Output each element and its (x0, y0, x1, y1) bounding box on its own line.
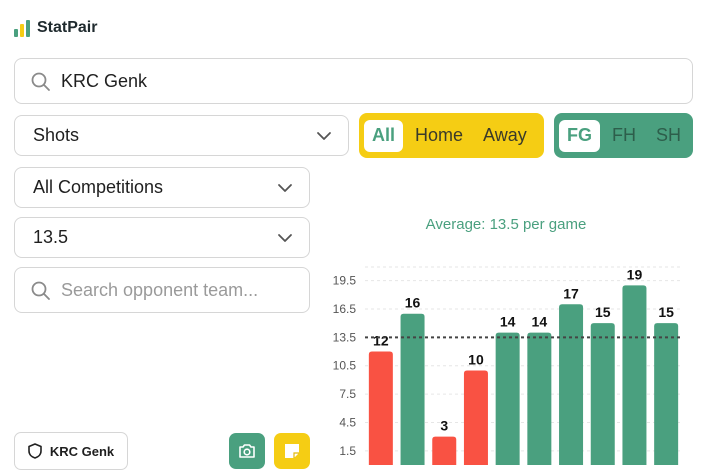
bar-chart-logo-icon (14, 19, 31, 37)
bar[interactable] (527, 332, 552, 465)
search-icon (31, 72, 50, 91)
line-select[interactable]: 13.5 (14, 217, 310, 258)
bar[interactable] (590, 323, 615, 465)
venue-option-away[interactable]: Away (483, 125, 527, 145)
sticky-note-icon (285, 444, 299, 458)
bar[interactable] (495, 332, 520, 465)
period-option-fh[interactable]: FH (612, 125, 636, 145)
bar[interactable] (432, 436, 457, 465)
bar-value-label: 14 (532, 314, 548, 330)
bar[interactable] (400, 313, 425, 465)
bar[interactable] (654, 323, 679, 465)
bar-value-label: 12 (373, 333, 389, 349)
period-option-fg[interactable]: FG (559, 119, 600, 152)
shield-icon (28, 443, 42, 459)
competition-select[interactable]: All Competitions (14, 167, 310, 208)
y-tick-label: 10.5 (333, 359, 357, 373)
app-name: StatPair (37, 19, 98, 36)
period-option-sh[interactable]: SH (656, 125, 682, 145)
team-search-value: KRC Genk (61, 70, 148, 91)
bar-value-label: 19 (627, 266, 643, 282)
y-tick-label: 1.5 (339, 444, 356, 458)
team-search-input[interactable]: KRC Genk (14, 58, 693, 104)
stat-select[interactable]: Shots (14, 115, 349, 156)
camera-icon (239, 444, 255, 458)
competition-select-value: All Competitions (33, 177, 164, 197)
bar-value-label: 15 (658, 304, 674, 320)
bar[interactable] (368, 351, 393, 465)
bar-value-label: 17 (563, 285, 579, 301)
bar[interactable] (622, 285, 647, 465)
bar[interactable] (559, 304, 584, 465)
chart-title: Average: 13.5 per game (425, 216, 587, 233)
y-tick-label: 7.5 (339, 387, 356, 401)
bar-value-label: 16 (405, 295, 421, 311)
chevron-down-icon (278, 233, 292, 242)
venue-option-all[interactable]: All (364, 119, 404, 152)
opponent-search-placeholder: Search opponent team... (61, 279, 259, 300)
line-select-value: 13.5 (33, 227, 69, 247)
stat-select-value: Shots (33, 125, 80, 145)
team-chip-label: KRC Genk (49, 443, 115, 459)
y-tick-label: 4.5 (339, 415, 356, 429)
y-tick-label: 13.5 (333, 330, 357, 344)
bar[interactable] (463, 370, 488, 465)
notes-button[interactable] (274, 433, 310, 469)
chevron-down-icon (317, 131, 331, 140)
chevron-down-icon (278, 183, 292, 192)
app-logo: StatPair (14, 16, 97, 40)
period-filter: FG FH SH (554, 113, 693, 158)
venue-filter: All Home Away (359, 113, 544, 158)
y-tick-label: 16.5 (333, 302, 357, 316)
bar-value-label: 14 (500, 314, 516, 330)
bar-value-label: 10 (468, 351, 484, 367)
bar-value-label: 15 (595, 304, 611, 320)
bar-value-label: 3 (440, 418, 448, 434)
screenshot-button[interactable] (229, 433, 265, 469)
y-tick-label: 19.5 (333, 274, 357, 288)
opponent-search-input[interactable]: Search opponent team... (14, 267, 310, 313)
shots-bar-chart: 1.5 4.5 7.5 10.5 13.5 16.5 19.5 12 16 3 10 14 14 17 15… (333, 266, 682, 465)
search-icon (31, 281, 50, 300)
team-chip-button[interactable]: KRC Genk (14, 432, 128, 470)
venue-option-home[interactable]: Home (415, 125, 464, 145)
